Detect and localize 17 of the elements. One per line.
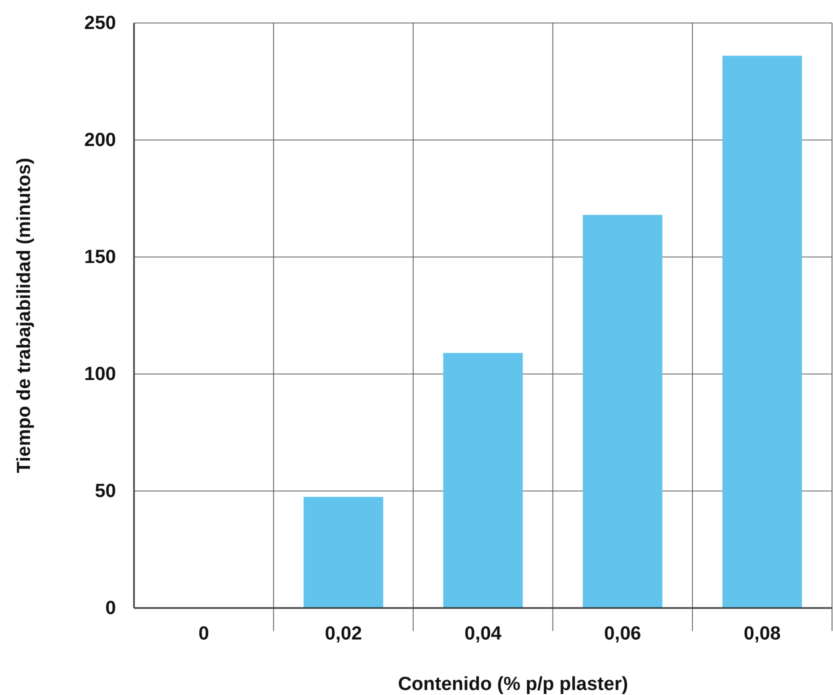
x-tick-label: 0,08 — [744, 623, 781, 644]
y-tick-label: 150 — [84, 247, 116, 268]
y-axis-title: Tiempo de trabajabilidad (minutos) — [14, 158, 35, 474]
y-tick-label: 200 — [84, 130, 116, 152]
bar — [582, 214, 662, 608]
x-axis-title: Contenido (% p/p plaster) — [398, 674, 628, 695]
y-tick-label: 50 — [94, 481, 116, 502]
bar — [722, 56, 802, 608]
y-tick-label: 0 — [105, 598, 116, 620]
bar — [443, 352, 523, 608]
y-tick-label: 100 — [84, 364, 116, 386]
x-tick-label: 0,06 — [604, 623, 642, 644]
y-tick-label: 250 — [84, 13, 116, 34]
x-tick-label: 0,04 — [464, 623, 502, 644]
x-tick-label: 0 — [198, 623, 210, 644]
bar — [304, 496, 384, 608]
x-tick-label: 0,02 — [324, 623, 362, 644]
